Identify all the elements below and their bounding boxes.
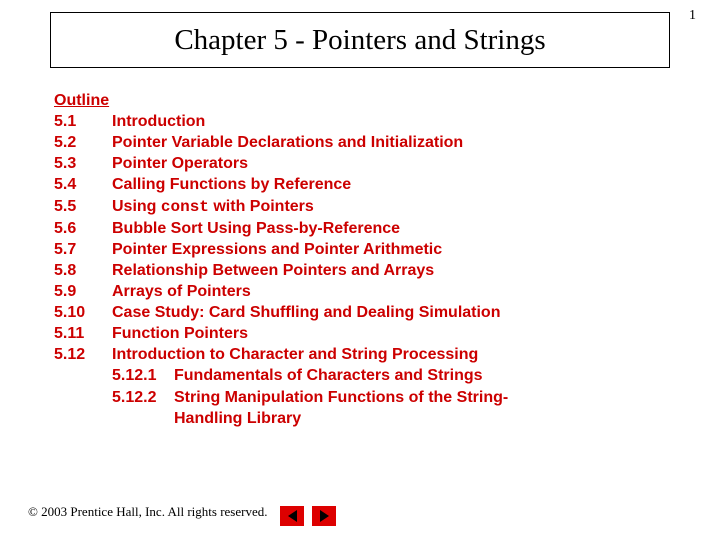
item-text: Bubble Sort Using Pass-by-Reference [112, 218, 674, 239]
item-number: 5.4 [54, 174, 112, 195]
item-number: 5.10 [54, 302, 112, 323]
subitem-text: Fundamentals of Characters and Strings [174, 365, 674, 386]
item-text: Arrays of Pointers [112, 281, 674, 302]
item-number: 5.3 [54, 153, 112, 174]
item-text: Relationship Between Pointers and Arrays [112, 260, 674, 281]
outline-item: 5.2 Pointer Variable Declarations and In… [54, 132, 674, 153]
item-text: Pointer Expressions and Pointer Arithmet… [112, 239, 674, 260]
outline-item: 5.5 Using const with Pointers [54, 196, 674, 218]
item-text: Case Study: Card Shuffling and Dealing S… [112, 302, 674, 323]
item-text: Pointer Variable Declarations and Initia… [112, 132, 674, 153]
item-number: 5.8 [54, 260, 112, 281]
item-number: 5.1 [54, 111, 112, 132]
title-box: Chapter 5 - Pointers and Strings [50, 12, 670, 68]
outline-item: 5.1 Introduction [54, 111, 674, 132]
outline-item: 5.12 Introduction to Character and Strin… [54, 344, 674, 365]
item-number: 5.12 [54, 344, 112, 365]
outline-heading: Outline [54, 90, 674, 111]
item-text: Introduction [112, 111, 674, 132]
next-button[interactable] [312, 506, 336, 526]
outline-subitem-cont: Handling Library [54, 408, 674, 429]
item-text: Pointer Operators [112, 153, 674, 174]
outline-block: Outline 5.1 Introduction 5.2 Pointer Var… [54, 90, 674, 429]
item-text: Using const with Pointers [112, 196, 674, 218]
subitem-text: String Manipulation Functions of the Str… [174, 387, 674, 408]
subitem-number: 5.12.1 [54, 365, 174, 386]
item-text: Introduction to Character and String Pro… [112, 344, 674, 365]
arrow-left-icon [288, 510, 297, 522]
item-text: Calling Functions by Reference [112, 174, 674, 195]
nav-buttons [280, 506, 336, 526]
outline-subitem: 5.12.1 Fundamentals of Characters and St… [54, 365, 674, 386]
item-number: 5.11 [54, 323, 112, 344]
item-number: 5.9 [54, 281, 112, 302]
prev-button[interactable] [280, 506, 304, 526]
subitem-text-cont: Handling Library [174, 408, 674, 429]
outline-item: 5.11 Function Pointers [54, 323, 674, 344]
arrow-right-icon [320, 510, 329, 522]
outline-item: 5.6 Bubble Sort Using Pass-by-Reference [54, 218, 674, 239]
outline-item: 5.3 Pointer Operators [54, 153, 674, 174]
item-number: 5.7 [54, 239, 112, 260]
outline-subitem: 5.12.2 String Manipulation Functions of … [54, 387, 674, 408]
outline-item: 5.9 Arrays of Pointers [54, 281, 674, 302]
item-number: 5.5 [54, 196, 112, 218]
item-number: 5.6 [54, 218, 112, 239]
chapter-title: Chapter 5 - Pointers and Strings [174, 24, 545, 57]
page-number: 1 [689, 8, 696, 24]
outline-item: 5.7 Pointer Expressions and Pointer Arit… [54, 239, 674, 260]
item-number: 5.2 [54, 132, 112, 153]
copyright-footer: © 2003 Prentice Hall, Inc. All rights re… [28, 504, 267, 520]
item-text: Function Pointers [112, 323, 674, 344]
outline-item: 5.10 Case Study: Card Shuffling and Deal… [54, 302, 674, 323]
subitem-number: 5.12.2 [54, 387, 174, 408]
outline-item: 5.4 Calling Functions by Reference [54, 174, 674, 195]
outline-item: 5.8 Relationship Between Pointers and Ar… [54, 260, 674, 281]
